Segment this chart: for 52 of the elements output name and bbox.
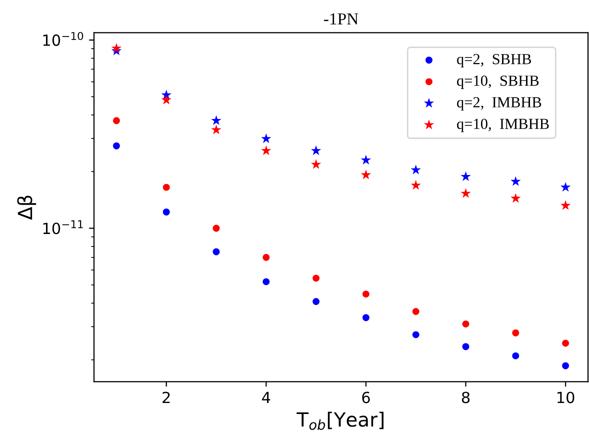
point <box>410 164 421 174</box>
point <box>360 170 372 180</box>
x-tick-label: 6 <box>362 392 370 404</box>
point <box>212 248 220 256</box>
x-tick-label: 2 <box>162 392 170 404</box>
point <box>460 171 471 182</box>
point <box>412 331 420 338</box>
point <box>262 278 270 286</box>
y-tick-label: 10$^{−10}$ <box>43 32 84 46</box>
x-tick-label: 10 <box>558 392 574 404</box>
point <box>111 43 122 53</box>
point <box>162 208 170 216</box>
point <box>460 188 471 198</box>
legend-label: q=10, IMBHB <box>457 118 549 132</box>
point <box>560 200 571 210</box>
point <box>512 329 520 336</box>
point <box>112 117 120 124</box>
point <box>562 340 570 347</box>
point <box>462 320 470 328</box>
point <box>412 308 420 316</box>
x-tick-label: 8 <box>462 392 470 404</box>
point <box>462 343 470 350</box>
point <box>310 145 322 156</box>
point <box>312 274 320 282</box>
point <box>112 142 120 150</box>
point <box>562 362 570 370</box>
point <box>362 290 370 298</box>
point <box>261 133 272 144</box>
y-tick-label: 10$^{−11}$ <box>43 220 83 234</box>
point <box>560 182 571 192</box>
chart-title: -1PN <box>324 13 358 24</box>
point <box>162 184 170 191</box>
point <box>212 224 220 232</box>
point <box>510 193 521 203</box>
point <box>410 180 421 190</box>
point <box>310 159 322 169</box>
point <box>262 254 270 261</box>
point <box>211 124 222 134</box>
x-tick-label: 4 <box>262 392 270 404</box>
point <box>261 145 272 156</box>
y-axis-title: Δβ <box>17 196 36 220</box>
point <box>211 115 222 126</box>
legend-label: q=10, SBHB <box>457 76 539 89</box>
point <box>512 352 520 360</box>
x-axis-title: T$_{ob}$[Year] <box>296 412 384 430</box>
point <box>360 154 372 165</box>
legend-label: q=2, IMBHB <box>457 97 542 111</box>
point <box>312 298 320 305</box>
point <box>510 176 521 186</box>
legend-label: q=2, SBHB <box>457 54 531 68</box>
point <box>362 314 370 322</box>
point <box>161 94 172 104</box>
